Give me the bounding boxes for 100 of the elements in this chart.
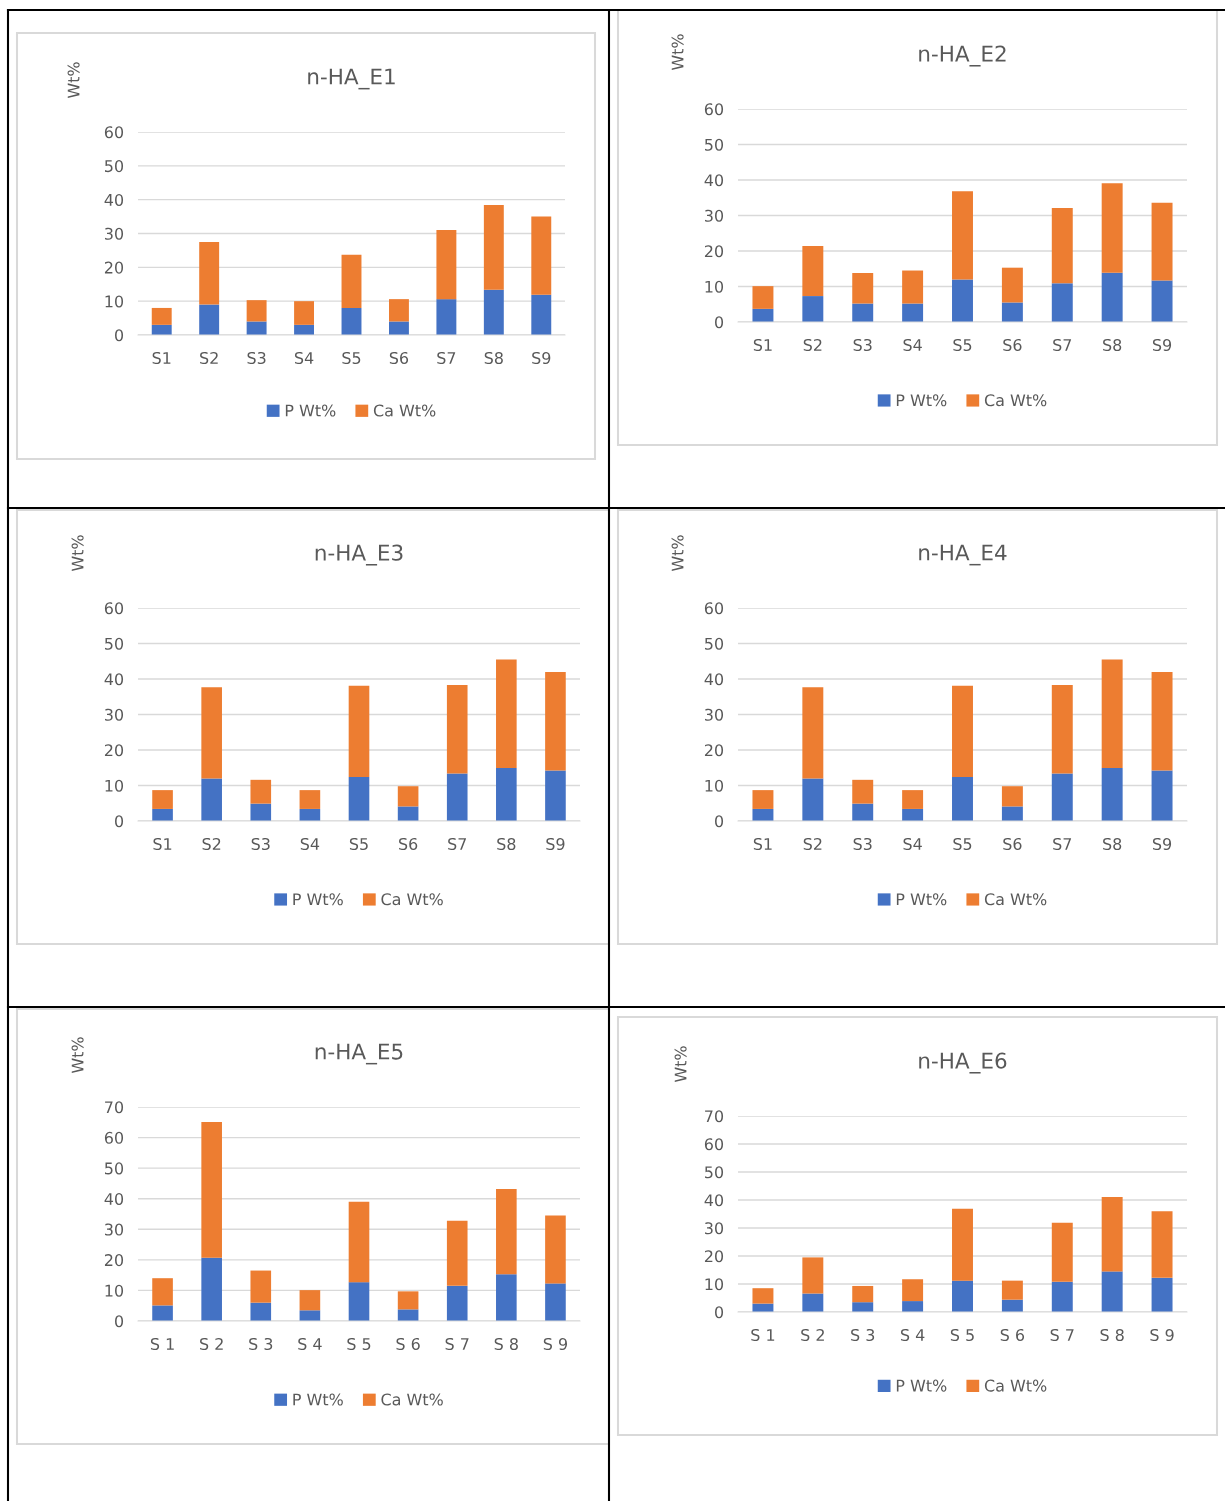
x-tick-label: S2 <box>803 338 822 352</box>
bar <box>1051 208 1073 284</box>
bar <box>151 307 172 325</box>
y-tick-label: 50 <box>105 1162 124 1175</box>
y-tick-label: 0 <box>715 815 724 828</box>
bar <box>152 790 173 809</box>
bar <box>341 307 362 335</box>
y-tick-label: 40 <box>704 673 724 686</box>
bar <box>1151 1211 1173 1278</box>
x-tick-label: S6 <box>1003 837 1022 851</box>
y-tick-label: 40 <box>104 1192 124 1206</box>
y-axis-title: Wt% <box>71 1037 84 1074</box>
y-tick-label: 10 <box>105 1284 124 1297</box>
bar <box>1101 659 1123 769</box>
x-tick-label: S 9 <box>1150 1328 1174 1342</box>
bar <box>397 1309 419 1321</box>
legend-label: Ca Wt% <box>381 1393 443 1406</box>
bar <box>1001 1280 1023 1300</box>
y-tick-label: 20 <box>104 261 124 274</box>
x-tick-label: S 7 <box>1050 1328 1074 1342</box>
bar <box>201 687 222 779</box>
bar <box>201 1121 222 1258</box>
legend-label: Ca Wt% <box>984 893 1047 906</box>
bar <box>752 1288 774 1304</box>
bar <box>1151 770 1173 821</box>
chart-title: n-HA_E2 <box>919 45 1006 67</box>
chart-title: n-HA_E3 <box>315 544 403 566</box>
y-tick-label: 20 <box>104 1254 124 1267</box>
x-tick-label: S6 <box>389 351 409 365</box>
bar <box>952 1208 973 1281</box>
x-tick-label: S8 <box>497 837 516 851</box>
x-tick-label: S5 <box>342 351 361 365</box>
y-axis-title: Wt% <box>67 62 80 99</box>
bar <box>388 299 409 322</box>
bar <box>1051 283 1073 322</box>
bar <box>348 1282 370 1321</box>
bar <box>802 246 824 297</box>
bar <box>299 1310 321 1321</box>
x-tick-label: S9 <box>532 351 551 365</box>
bar <box>446 1285 468 1321</box>
x-tick-label: S8 <box>1103 837 1122 851</box>
bar <box>852 779 874 804</box>
bar <box>852 1285 874 1303</box>
bar <box>246 300 267 322</box>
bar <box>1101 1271 1123 1312</box>
bar <box>446 1220 468 1286</box>
x-tick-label: S4 <box>903 338 922 352</box>
y-axis-title: Wt% <box>671 535 684 572</box>
bar <box>1151 202 1173 281</box>
y-tick-label: 30 <box>705 1222 724 1235</box>
bar <box>1101 272 1123 322</box>
bar <box>1151 1277 1173 1312</box>
x-tick-label: S 8 <box>494 1337 518 1351</box>
x-tick-label: S7 <box>448 837 467 851</box>
bar <box>952 1280 973 1312</box>
y-tick-label: 0 <box>115 329 124 342</box>
bar <box>299 790 321 809</box>
x-tick-label: S1 <box>153 837 172 851</box>
bar <box>201 778 222 821</box>
y-axis-title: Wt% <box>71 535 84 572</box>
x-tick-label: S3 <box>853 837 872 851</box>
bar <box>1001 786 1023 807</box>
bar <box>388 321 409 335</box>
x-tick-label: S1 <box>152 351 171 365</box>
legend-label: P Wt% <box>896 893 947 906</box>
x-tick-label: S 3 <box>249 1337 273 1351</box>
x-tick-label: S 7 <box>445 1337 469 1351</box>
legend-label: Ca Wt% <box>984 1379 1047 1392</box>
y-tick-label: 50 <box>105 637 124 650</box>
bar <box>496 1274 517 1321</box>
y-tick-label: 20 <box>104 744 124 757</box>
bar <box>341 254 362 308</box>
bar <box>852 303 874 322</box>
y-tick-label: 30 <box>705 708 724 721</box>
y-tick-label: 60 <box>704 1138 724 1151</box>
y-tick-label: 30 <box>105 227 124 240</box>
x-tick-label: S2 <box>803 837 822 851</box>
bar <box>1001 302 1023 322</box>
bar <box>348 776 370 821</box>
x-tick-label: S4 <box>294 351 314 365</box>
bar <box>1001 806 1023 821</box>
x-tick-label: S 4 <box>900 1328 925 1342</box>
x-tick-label: S 5 <box>347 1337 371 1351</box>
bar <box>348 685 370 777</box>
bar <box>852 803 874 821</box>
bar <box>436 230 457 300</box>
bar <box>952 279 973 322</box>
legend-label: P Wt% <box>896 1379 947 1392</box>
x-tick-label: S7 <box>1053 338 1072 352</box>
y-tick-label: 60 <box>704 103 724 116</box>
bar <box>531 294 552 335</box>
x-tick-label: S5 <box>349 837 368 851</box>
bar <box>852 273 874 304</box>
bar <box>952 776 973 821</box>
y-tick-label: 0 <box>115 1315 124 1328</box>
x-tick-label: S 9 <box>543 1337 568 1351</box>
x-tick-label: S 8 <box>1100 1328 1124 1342</box>
x-tick-label: S6 <box>1003 338 1022 352</box>
x-tick-label: S1 <box>753 837 772 851</box>
bar <box>1151 671 1173 771</box>
